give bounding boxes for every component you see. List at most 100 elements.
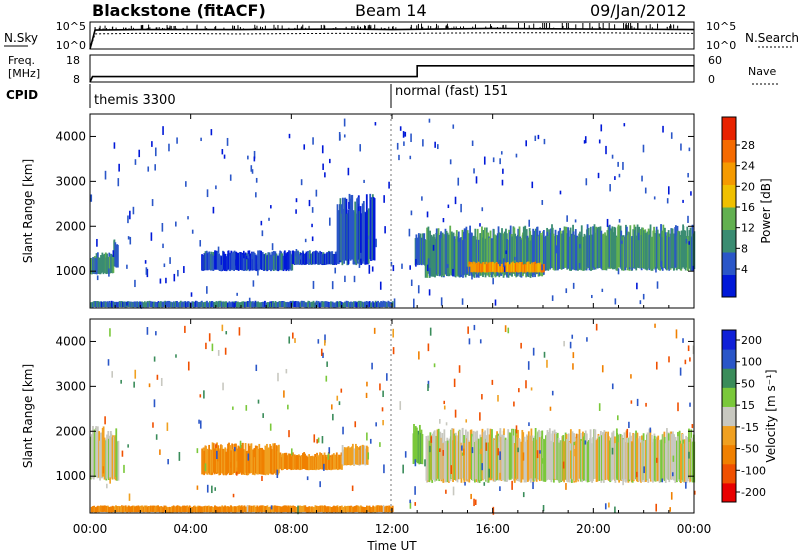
heatmap-cell bbox=[627, 231, 630, 270]
heatmap-sparse-cell bbox=[401, 263, 403, 269]
heatmap-cell bbox=[298, 253, 301, 265]
heatmap-sparse-cell bbox=[468, 338, 471, 345]
heatmap-cell bbox=[270, 448, 273, 475]
heatmap-cell bbox=[92, 301, 95, 307]
heatmap-sparse-cell bbox=[312, 137, 314, 145]
heatmap-sparse-cell bbox=[210, 129, 213, 136]
heatmap-cell bbox=[530, 428, 533, 479]
heatmap-cell bbox=[286, 252, 289, 270]
heatmap-sparse-cell bbox=[414, 502, 417, 506]
heatmap-cell bbox=[455, 230, 458, 275]
heatmap-sparse-cell bbox=[499, 259, 501, 267]
heatmap-sparse-cell bbox=[642, 293, 645, 300]
colorbar-tick-label: 50 bbox=[741, 377, 755, 390]
heatmap-cell bbox=[446, 440, 449, 483]
heatmap-sparse-cell bbox=[404, 451, 407, 458]
heatmap-cell bbox=[222, 301, 224, 307]
heatmap-sparse-cell bbox=[492, 506, 495, 515]
heatmap-cell bbox=[564, 227, 567, 268]
heatmap-cell bbox=[372, 505, 375, 512]
heatmap-cell bbox=[361, 506, 363, 513]
heatmap-cell bbox=[224, 253, 227, 271]
heatmap-cell bbox=[421, 434, 424, 465]
heatmap-cell bbox=[537, 236, 540, 277]
heatmap-cell bbox=[605, 235, 608, 271]
heatmap-sparse-cell bbox=[505, 250, 507, 255]
heatmap-cell bbox=[486, 232, 489, 276]
heatmap-cell bbox=[229, 445, 232, 474]
heatmap-cell bbox=[558, 442, 561, 483]
heatmap-sparse-cell bbox=[595, 323, 598, 331]
freq-right-tick-top: 60 bbox=[708, 54, 722, 67]
heatmap-cell bbox=[292, 505, 295, 512]
heatmap-sparse-cell bbox=[128, 493, 131, 501]
heatmap-sparse-cell bbox=[386, 373, 388, 381]
heatmap-cell bbox=[304, 505, 307, 512]
heatmap-cell bbox=[326, 252, 328, 265]
velocity-heatmap bbox=[90, 323, 696, 515]
heatmap-sparse-cell bbox=[285, 368, 288, 374]
heatmap-cell bbox=[340, 505, 343, 512]
heatmap-cell bbox=[603, 430, 606, 479]
heatmap-cell bbox=[671, 228, 674, 269]
heatmap-cell bbox=[315, 300, 318, 307]
heatmap-cell bbox=[132, 505, 135, 512]
heatmap-sparse-cell bbox=[583, 140, 586, 144]
heatmap-sparse-cell bbox=[247, 453, 250, 461]
heatmap-sparse-cell bbox=[102, 466, 105, 474]
heatmap-sparse-cell bbox=[417, 285, 420, 294]
heatmap-sparse-cell bbox=[326, 361, 328, 367]
y-tick-label: 3000 bbox=[55, 174, 86, 188]
heatmap-cell bbox=[570, 233, 573, 270]
heatmap-cell bbox=[350, 301, 352, 308]
heatmap-sparse-cell bbox=[409, 155, 412, 160]
heatmap-cell bbox=[320, 301, 323, 307]
heatmap-cell bbox=[248, 505, 251, 512]
heatmap-sparse-cell bbox=[428, 289, 431, 296]
heatmap-cell bbox=[520, 441, 523, 483]
heatmap-cell bbox=[545, 235, 547, 271]
heatmap-cell bbox=[529, 264, 532, 273]
heatmap-sparse-cell bbox=[190, 292, 193, 297]
heatmap-cell bbox=[201, 448, 204, 475]
heatmap-cell bbox=[102, 301, 105, 307]
heatmap-sparse-cell bbox=[637, 232, 640, 241]
heatmap-cell bbox=[319, 250, 321, 265]
heatmap-sparse-cell bbox=[398, 154, 400, 161]
heatmap-cell bbox=[335, 253, 338, 265]
heatmap-sparse-cell bbox=[609, 184, 611, 192]
heatmap-sparse-cell bbox=[449, 159, 452, 165]
heatmap-cell bbox=[370, 507, 373, 513]
heatmap-cell bbox=[307, 251, 309, 265]
heatmap-sparse-cell bbox=[331, 281, 334, 290]
heatmap-sparse-cell bbox=[466, 266, 468, 274]
heatmap-sparse-cell bbox=[288, 133, 291, 139]
y-tick-label: 1000 bbox=[55, 264, 86, 278]
heatmap-sparse-cell bbox=[196, 448, 199, 454]
heatmap-cell bbox=[452, 232, 455, 276]
heatmap-sparse-cell bbox=[104, 170, 107, 180]
heatmap-cell bbox=[247, 250, 250, 270]
heatmap-cell bbox=[231, 448, 234, 475]
heatmap-sparse-cell bbox=[363, 179, 365, 183]
heatmap-cell bbox=[427, 435, 430, 481]
heatmap-cell bbox=[534, 427, 537, 479]
heatmap-sparse-cell bbox=[262, 413, 264, 418]
heatmap-sparse-cell bbox=[511, 480, 513, 490]
heatmap-cell bbox=[275, 302, 278, 308]
colorbar-swatch bbox=[722, 387, 736, 407]
heatmap-cell bbox=[258, 250, 261, 270]
heatmap-sparse-cell bbox=[532, 347, 535, 356]
heatmap-cell bbox=[370, 302, 373, 308]
heatmap-sparse-cell bbox=[682, 199, 684, 203]
heatmap-cell bbox=[166, 507, 168, 513]
heatmap-sparse-cell bbox=[598, 139, 601, 144]
y-tick-label: 4000 bbox=[55, 334, 86, 348]
heatmap-cell bbox=[391, 505, 394, 512]
heatmap-cell bbox=[236, 506, 239, 513]
heatmap-cell bbox=[365, 505, 368, 512]
heatmap-cell bbox=[225, 301, 228, 307]
heatmap-sparse-cell bbox=[677, 402, 679, 412]
heatmap-cell bbox=[286, 301, 289, 308]
heatmap-cell bbox=[310, 302, 313, 308]
